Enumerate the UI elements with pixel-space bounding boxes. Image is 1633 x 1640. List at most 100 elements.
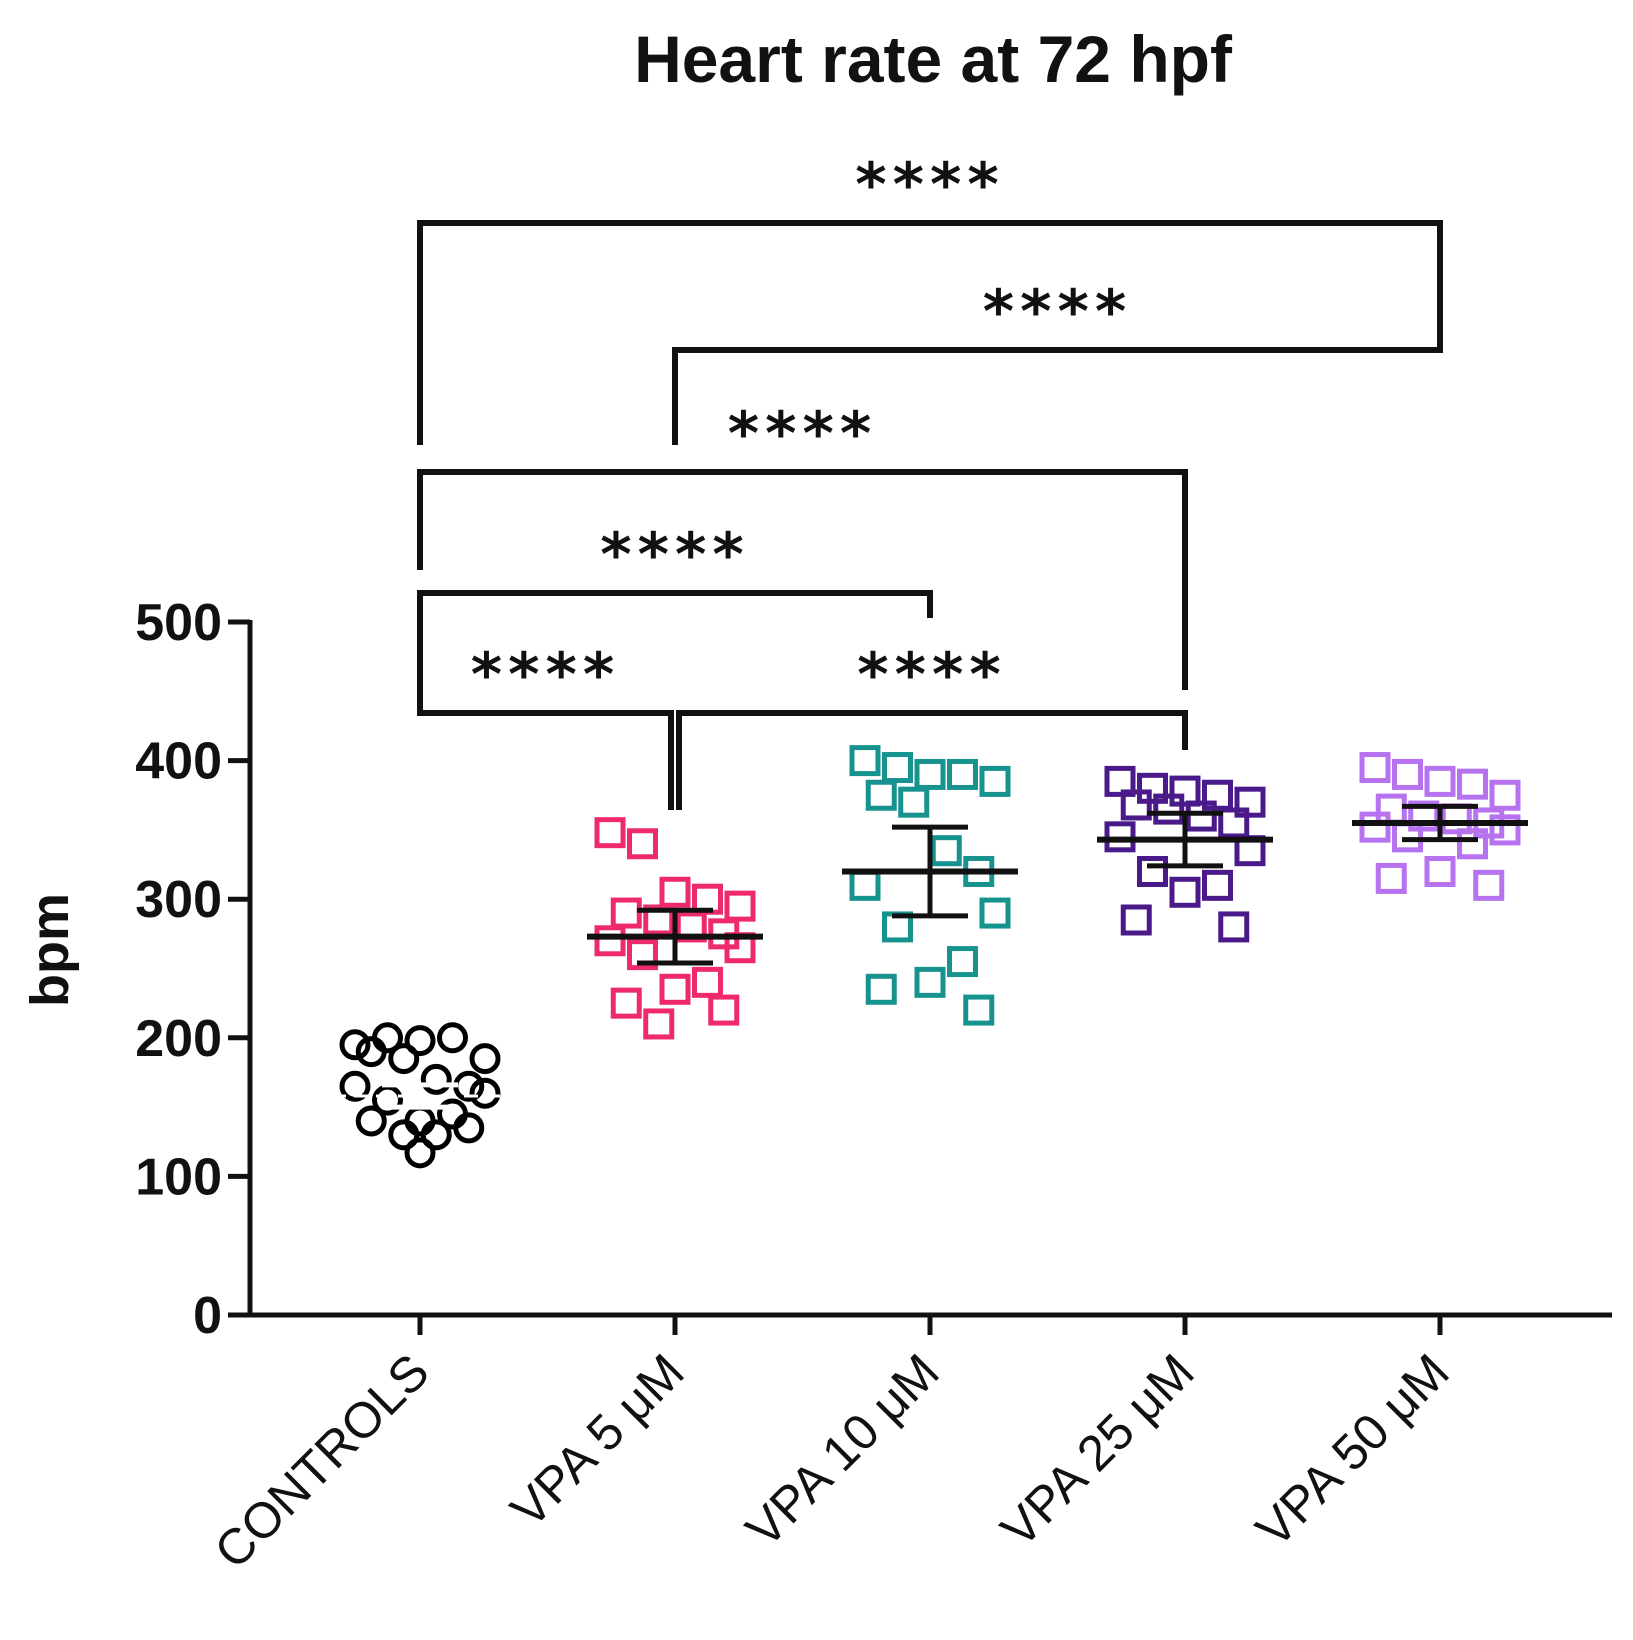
data-point	[453, 1112, 485, 1144]
data-point	[594, 925, 626, 957]
data-point	[724, 890, 756, 922]
data-point	[404, 1105, 436, 1137]
axes: 0 100 200 300 400 500 CONTROLS VPA 5 μM VPA 10 μ…	[135, 594, 1612, 1579]
x-tick-label: CONTROLS	[204, 1343, 440, 1579]
data-point	[865, 779, 897, 811]
data-point	[882, 752, 913, 784]
data-point	[1359, 811, 1391, 843]
data-point	[1234, 786, 1266, 818]
bracket-1: ****	[676, 640, 1188, 810]
data-point	[1457, 828, 1488, 860]
data-point	[627, 939, 658, 971]
data-points	[339, 745, 1521, 1169]
y-tick-label: 400	[135, 733, 222, 791]
data-point	[404, 1025, 436, 1057]
significance-label: ****	[855, 150, 1005, 220]
data-point	[339, 1070, 371, 1102]
bracket-5: ****	[417, 150, 1443, 445]
data-point	[659, 876, 691, 908]
data-point	[947, 946, 978, 978]
data-point	[610, 987, 642, 1019]
bracket-4: ****	[672, 277, 1443, 445]
data-point	[1424, 765, 1456, 797]
data-point	[947, 758, 978, 790]
y-tick-label: 500	[135, 594, 222, 652]
data-point	[1120, 789, 1152, 821]
data-point	[930, 835, 962, 867]
data-point	[1137, 772, 1168, 804]
mean-error-bars	[332, 803, 1528, 1110]
data-point	[594, 817, 626, 849]
data-point	[1185, 800, 1217, 832]
data-point	[865, 973, 897, 1005]
data-point	[849, 869, 881, 901]
series-1	[594, 817, 756, 1040]
data-point	[708, 994, 740, 1026]
data-point	[627, 828, 658, 860]
x-tick-label: VPA 50 μM	[1245, 1343, 1460, 1558]
data-point	[420, 1119, 452, 1151]
data-point	[1473, 869, 1505, 901]
y-tick-label: 0	[193, 1287, 222, 1345]
data-point	[355, 1036, 387, 1068]
bracket-3: ****	[417, 399, 1188, 690]
data-point	[643, 1008, 675, 1040]
significance-label: ****	[471, 640, 621, 710]
y-tick-label: 200	[135, 1010, 222, 1068]
bracket-line	[676, 710, 1188, 810]
x-tick-label: VPA 10 μM	[735, 1343, 950, 1558]
data-point	[979, 897, 1011, 929]
data-point	[1202, 779, 1233, 811]
data-point	[1169, 775, 1201, 807]
data-point	[643, 904, 675, 936]
x-tick-label: VPA 5 μM	[500, 1343, 695, 1538]
y-tick-label: 100	[135, 1148, 222, 1206]
data-point	[1375, 862, 1407, 894]
bracket-line	[672, 320, 1443, 445]
significance-label: ****	[600, 520, 750, 590]
x-tick-label: VPA 25 μM	[990, 1343, 1205, 1558]
data-point	[1137, 855, 1168, 887]
data-point	[1218, 911, 1250, 943]
data-point	[914, 966, 946, 998]
chart-title: Heart rate at 72 hpf	[634, 22, 1233, 96]
data-point	[437, 1022, 468, 1054]
data-point	[675, 911, 707, 943]
data-point	[1202, 869, 1233, 901]
data-point	[979, 765, 1011, 797]
data-point	[692, 966, 723, 998]
data-point	[1375, 793, 1407, 825]
data-point	[388, 1119, 420, 1151]
data-point	[1424, 855, 1456, 887]
data-point	[1489, 814, 1521, 846]
bracket-line	[417, 590, 933, 690]
data-point	[1218, 807, 1250, 839]
data-point	[1359, 752, 1391, 784]
data-point	[1440, 803, 1472, 835]
data-point	[898, 786, 930, 818]
y-axis-label: bpm	[20, 893, 80, 1007]
data-point	[1104, 765, 1136, 797]
significance-label: ****	[857, 640, 1007, 710]
y-tick-label: 300	[135, 871, 222, 929]
significance-label: ****	[983, 277, 1133, 347]
data-point	[420, 1063, 452, 1095]
bracket-0: ****	[417, 640, 674, 810]
data-point	[404, 1137, 436, 1169]
data-point	[469, 1077, 501, 1109]
data-point	[659, 973, 691, 1005]
data-point	[1153, 793, 1185, 825]
data-point	[1489, 779, 1521, 811]
bracket-line	[417, 690, 674, 810]
data-point	[1392, 758, 1423, 790]
data-point	[849, 745, 881, 777]
bracket-line	[417, 469, 1188, 690]
significance-label: ****	[728, 399, 878, 469]
data-point	[610, 897, 642, 929]
data-point	[914, 758, 946, 790]
data-point	[388, 1043, 420, 1075]
data-point	[1408, 800, 1440, 832]
data-point	[469, 1043, 501, 1075]
bracket-line	[417, 220, 1443, 445]
